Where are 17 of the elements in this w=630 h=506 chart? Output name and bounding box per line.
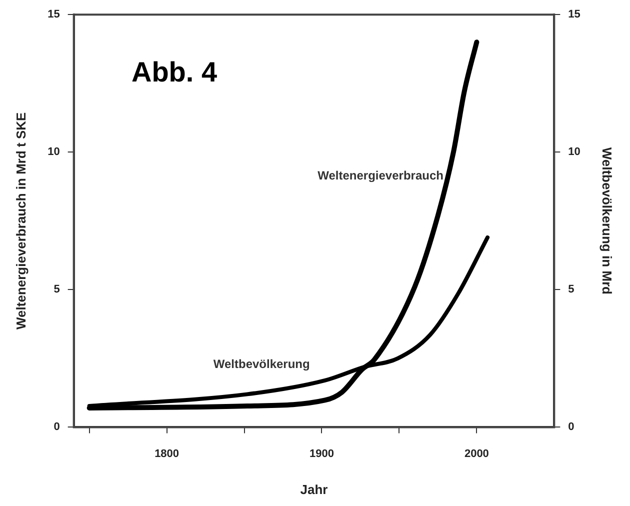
y2-tick-label: 15 [568,8,580,21]
x-tick-label: 2000 [464,448,489,460]
y-tick-label: 0 [54,421,60,434]
series-label: Weltenergieverbrauch [318,168,444,182]
y-tick-label: 5 [54,284,60,296]
y-axis-title: Weltenergieverbrauch in Mrd t SKE [13,112,28,330]
annotation: Abb. 4 [131,56,218,88]
y2-tick-label: 0 [568,421,574,434]
x-tick-label: 1800 [154,448,180,460]
y-tick-label: 15 [48,8,60,21]
y-tick-label: 10 [48,146,60,158]
y2-axis-title: Weltbevölkerung in Mrd [600,147,615,295]
x-axis-title: Jahr [300,482,328,497]
series-label: Weltbevölkerung [213,356,310,371]
y2-tick-label: 5 [568,284,574,296]
x-tick-label: 1900 [310,448,334,460]
y2-tick-label: 10 [568,146,580,158]
